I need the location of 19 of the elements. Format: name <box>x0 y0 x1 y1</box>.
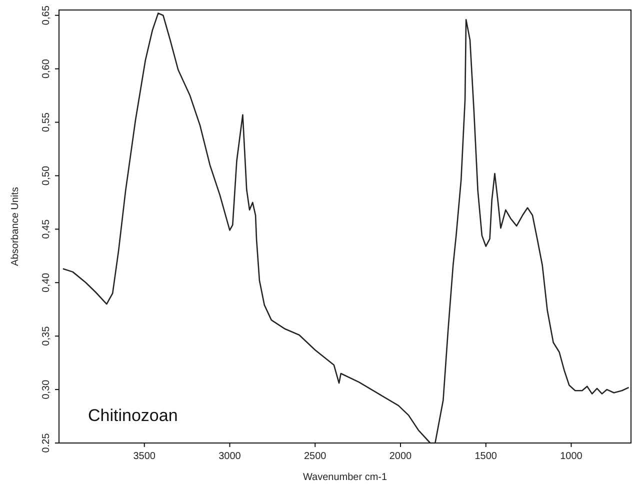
y-tick-label: 0,35 <box>41 326 52 346</box>
y-tick-label: 0,30 <box>41 379 52 400</box>
y-tick-label: 0,40 <box>41 272 52 292</box>
x-tick-label: 1500 <box>474 451 498 462</box>
y-tick-label: 0.25 <box>41 432 52 453</box>
y-tick-label: 0,55 <box>41 112 52 132</box>
x-tick-label: 2500 <box>304 451 327 462</box>
annotation: Chitinozoan <box>88 406 178 425</box>
y-tick-label: 0,50 <box>41 166 52 186</box>
line-series <box>62 12 630 444</box>
x-tick-label: 3500 <box>133 451 156 462</box>
y-tick-label: 0,45 <box>41 219 52 239</box>
y-tick-label: 0,65 <box>41 5 52 26</box>
x-tick-label: 3000 <box>218 451 242 462</box>
y-axis-title: Absorbance Units <box>10 187 21 266</box>
y-tick-label: 0,60 <box>41 58 52 79</box>
x-tick-label: 2000 <box>389 451 412 462</box>
x-tick-label: 1000 <box>560 451 583 462</box>
x-axis-title: Wavenumber cm-1 <box>302 472 388 483</box>
